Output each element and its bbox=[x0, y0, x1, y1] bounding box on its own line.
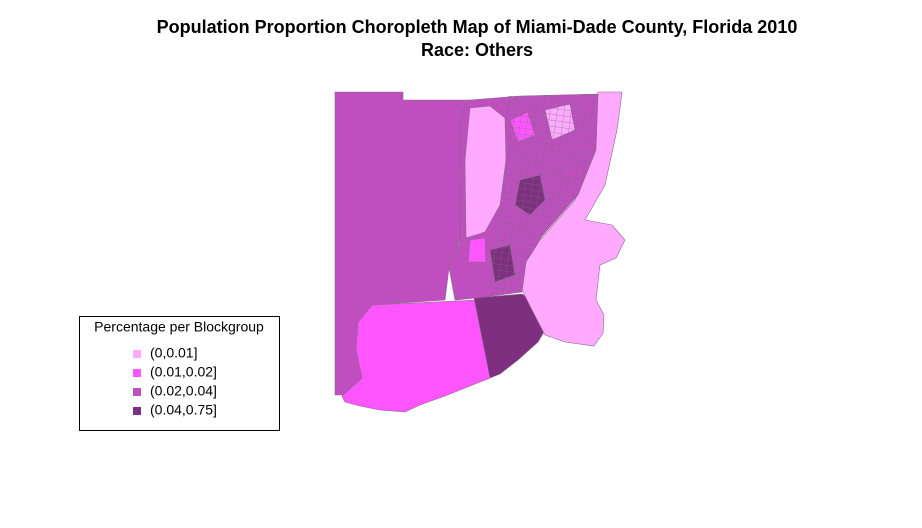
map-title: Population Proportion Choropleth Map of … bbox=[157, 17, 798, 37]
legend-box bbox=[79, 316, 280, 431]
legend: Percentage per Blockgroup (0,0.01] (0.01,… bbox=[79, 316, 280, 431]
legend-title: Percentage per Blockgroup bbox=[94, 319, 264, 335]
legend-label: (0.01,0.02] bbox=[150, 364, 217, 380]
region-urban-patch bbox=[467, 237, 487, 263]
county-map bbox=[334, 91, 626, 413]
region-south bbox=[341, 299, 491, 413]
legend-label: (0.02,0.04] bbox=[150, 383, 217, 399]
legend-label: (0,0.01] bbox=[150, 345, 197, 361]
legend-items: (0,0.01] (0.01,0.02] (0.02,0.04] (0.04,0.75… bbox=[133, 345, 217, 418]
legend-label: (0.04,0.75] bbox=[150, 402, 217, 418]
block-lines bbox=[488, 94, 598, 296]
legend-swatch bbox=[133, 350, 141, 358]
map-subtitle: Race: Others bbox=[421, 40, 533, 60]
legend-swatch bbox=[133, 388, 141, 396]
legend-swatch bbox=[133, 369, 141, 377]
legend-swatch bbox=[133, 407, 141, 415]
